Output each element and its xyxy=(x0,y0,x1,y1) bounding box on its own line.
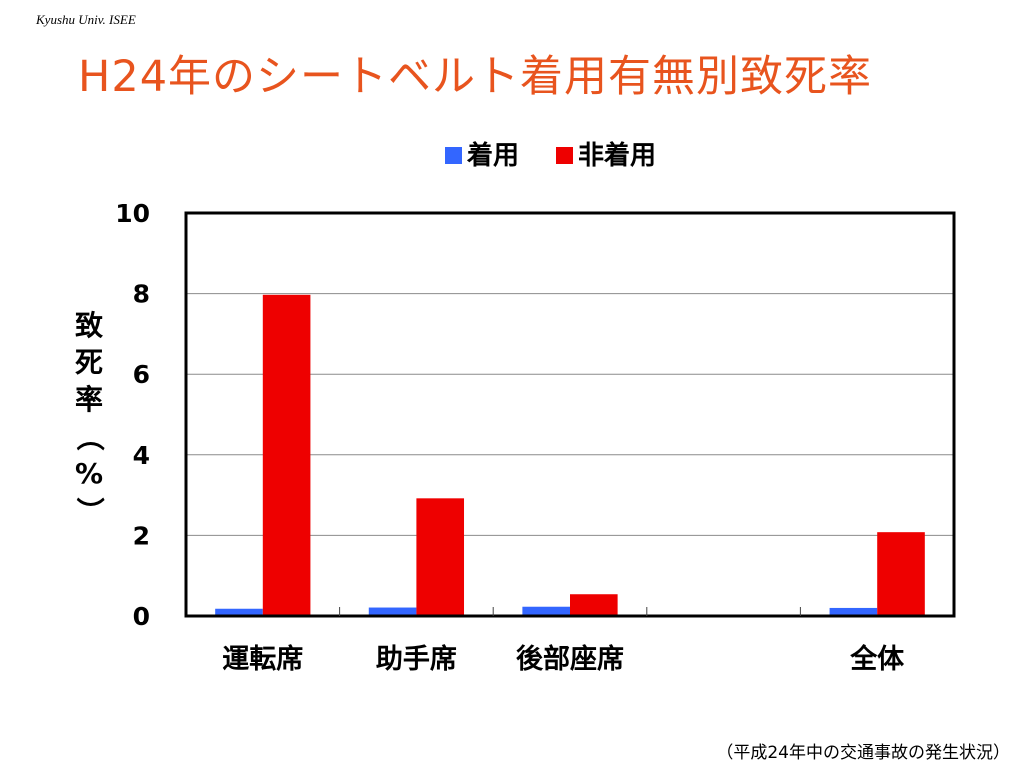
y-tick-label: 8 xyxy=(133,280,150,309)
x-category-label: 助手席 xyxy=(376,643,457,675)
y-tick-label: 2 xyxy=(133,521,150,550)
chart-legend: 着用 非着用 xyxy=(445,140,656,171)
chart-gridlines xyxy=(186,293,954,536)
x-category-label: 後部座席 xyxy=(516,643,624,675)
y-axis-tick-labels: 0 2 4 6 8 10 xyxy=(115,199,150,631)
x-category-label: 運転席 xyxy=(222,643,303,675)
bar-worn xyxy=(829,607,878,616)
x-axis-ticks xyxy=(339,607,801,616)
bar-worn xyxy=(368,607,417,616)
bar-unworn xyxy=(570,594,618,616)
y-axis-title-char: 率 xyxy=(75,383,103,416)
y-axis-title-char: （ xyxy=(73,423,106,451)
bar-unworn xyxy=(416,498,465,616)
bar-worn xyxy=(215,608,263,616)
slide-title: H24年のシートベルト着用有無別致死率 xyxy=(78,52,873,102)
chart-bars xyxy=(215,294,925,616)
bar-unworn xyxy=(262,294,311,616)
legend-label: 非着用 xyxy=(578,140,656,171)
y-tick-label: 0 xyxy=(133,602,150,631)
legend-swatch xyxy=(556,147,573,164)
y-axis-title-char: % xyxy=(75,457,103,490)
y-axis-title-char: ） xyxy=(73,497,106,525)
plot-area-border xyxy=(184,211,956,618)
y-axis-title-char: 死 xyxy=(75,346,103,379)
bar-worn xyxy=(522,606,570,616)
bar-unworn xyxy=(877,532,925,616)
x-category-label: 全体 xyxy=(849,643,905,675)
y-axis-title-char: 致 xyxy=(75,309,104,342)
y-axis-title: 致死率 （% ） xyxy=(73,309,106,525)
x-axis-category-labels: 運転席 助手席 後部座席 全体 xyxy=(222,643,905,675)
legend-label: 着用 xyxy=(466,140,519,171)
y-tick-label: 4 xyxy=(133,441,150,470)
source-footnote: （平成24年中の交通事故の発生状況） xyxy=(716,743,1010,763)
header-note: Kyushu Univ. ISEE xyxy=(36,12,136,27)
legend-swatch xyxy=(445,147,462,164)
y-tick-label: 10 xyxy=(115,199,150,228)
y-tick-label: 6 xyxy=(133,360,150,389)
